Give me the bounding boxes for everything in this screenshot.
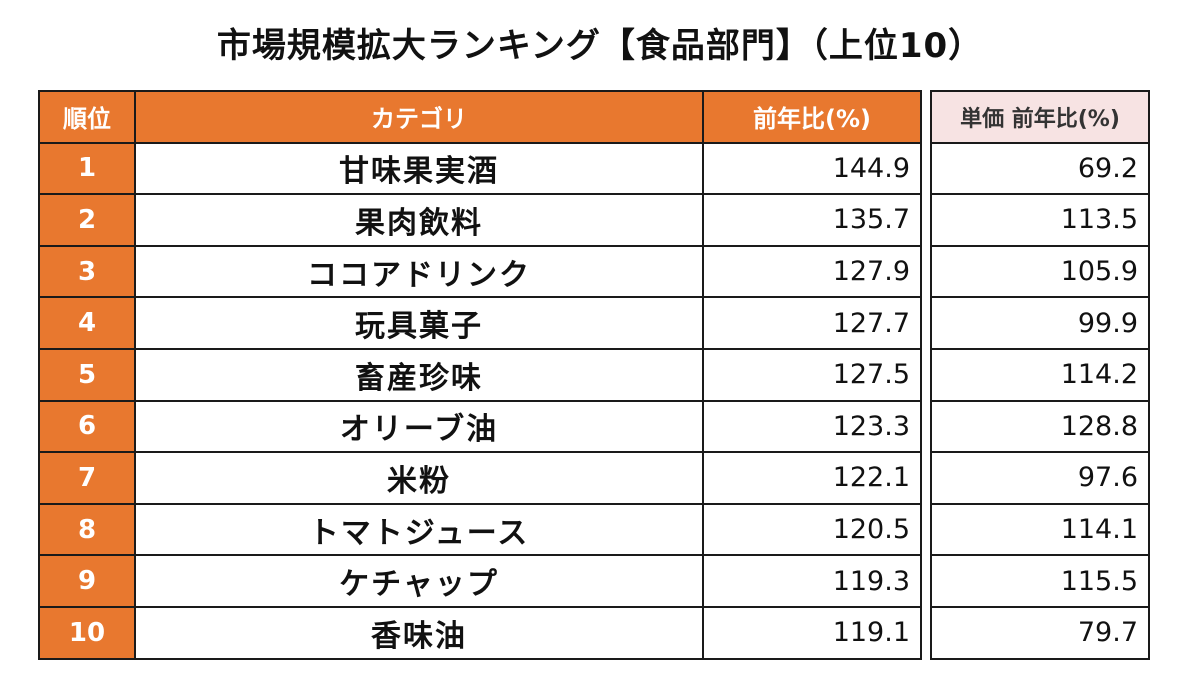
unit-price-yoy-cell: 105.9 [930, 244, 1150, 299]
yoy-cell: 123.3 [702, 399, 922, 454]
unit-price-yoy-cell: 114.2 [930, 347, 1150, 402]
table-row: 2 果肉飲料 135.7 [38, 193, 922, 247]
table-row: 114.2 [930, 347, 1150, 402]
rank-cell: 2 [38, 193, 136, 247]
category-cell: 米粉 [134, 451, 704, 505]
category-cell: 果肉飲料 [134, 193, 704, 247]
category-cell: ココアドリンク [134, 244, 704, 299]
table-row: 6 オリーブ油 123.3 [38, 399, 922, 454]
rank-cell: 4 [38, 296, 136, 350]
yoy-cell: 135.7 [702, 193, 922, 247]
yoy-cell: 122.1 [702, 451, 922, 505]
category-cell: 香味油 [134, 605, 704, 660]
ranking-table: 順位 カテゴリ 前年比(%) 1 甘味果実酒 144.9 2 果肉飲料 135.7 3 ココア… [38, 90, 922, 660]
table-row: 128.8 [930, 399, 1150, 454]
yoy-cell: 127.9 [702, 244, 922, 299]
table-row: 115.5 [930, 554, 1150, 608]
header-unit-price-yoy: 単価 前年比(%) [930, 90, 1150, 144]
yoy-cell: 119.3 [702, 554, 922, 608]
table-row: 79.7 [930, 605, 1150, 660]
yoy-cell: 144.9 [702, 141, 922, 196]
table-row: 99.9 [930, 296, 1150, 350]
category-cell: 畜産珍味 [134, 347, 704, 402]
table-row: 69.2 [930, 141, 1150, 196]
header-row: 単価 前年比(%) [930, 90, 1150, 144]
unit-price-yoy-cell: 115.5 [930, 554, 1150, 608]
rank-cell: 1 [38, 141, 136, 196]
unit-price-yoy-cell: 97.6 [930, 451, 1150, 505]
yoy-cell: 127.7 [702, 296, 922, 350]
yoy-cell: 120.5 [702, 502, 922, 557]
table-row: 97.6 [930, 451, 1150, 505]
category-cell: 玩具菓子 [134, 296, 704, 350]
table-row: 5 畜産珍味 127.5 [38, 347, 922, 402]
yoy-cell: 119.1 [702, 605, 922, 660]
header-rank: 順位 [38, 90, 136, 144]
unit-price-yoy-cell: 99.9 [930, 296, 1150, 350]
table-row: 113.5 [930, 193, 1150, 247]
table-row: 8 トマトジュース 120.5 [38, 502, 922, 557]
rank-cell: 10 [38, 605, 136, 660]
rank-cell: 6 [38, 399, 136, 454]
yoy-cell: 127.5 [702, 347, 922, 402]
table-row: 7 米粉 122.1 [38, 451, 922, 505]
category-cell: 甘味果実酒 [134, 141, 704, 196]
unit-price-yoy-cell: 128.8 [930, 399, 1150, 454]
rank-cell: 8 [38, 502, 136, 557]
rank-cell: 5 [38, 347, 136, 402]
table-row: 105.9 [930, 244, 1150, 299]
page-title: 市場規模拡大ランキング【食品部門】（上位10） [216, 26, 984, 66]
table-row: 9 ケチャップ 119.3 [38, 554, 922, 608]
table-row: 1 甘味果実酒 144.9 [38, 141, 922, 196]
table-row: 10 香味油 119.1 [38, 605, 922, 660]
rank-cell: 3 [38, 244, 136, 299]
category-cell: オリーブ油 [134, 399, 704, 454]
category-cell: ケチャップ [134, 554, 704, 608]
header-category: カテゴリ [134, 90, 704, 144]
header-row: 順位 カテゴリ 前年比(%) [38, 90, 922, 144]
unit-price-yoy-cell: 113.5 [930, 193, 1150, 247]
rank-cell: 9 [38, 554, 136, 608]
unit-price-yoy-cell: 79.7 [930, 605, 1150, 660]
unit-price-table: 単価 前年比(%) 69.2 113.5 105.9 99.9 114.2 128.8 97… [930, 90, 1150, 660]
table-row: 3 ココアドリンク 127.9 [38, 244, 922, 299]
category-cell: トマトジュース [134, 502, 704, 557]
unit-price-yoy-cell: 114.1 [930, 502, 1150, 557]
table-row: 4 玩具菓子 127.7 [38, 296, 922, 350]
header-yoy: 前年比(%) [702, 90, 922, 144]
rank-cell: 7 [38, 451, 136, 505]
table-row: 114.1 [930, 502, 1150, 557]
unit-price-yoy-cell: 69.2 [930, 141, 1150, 196]
